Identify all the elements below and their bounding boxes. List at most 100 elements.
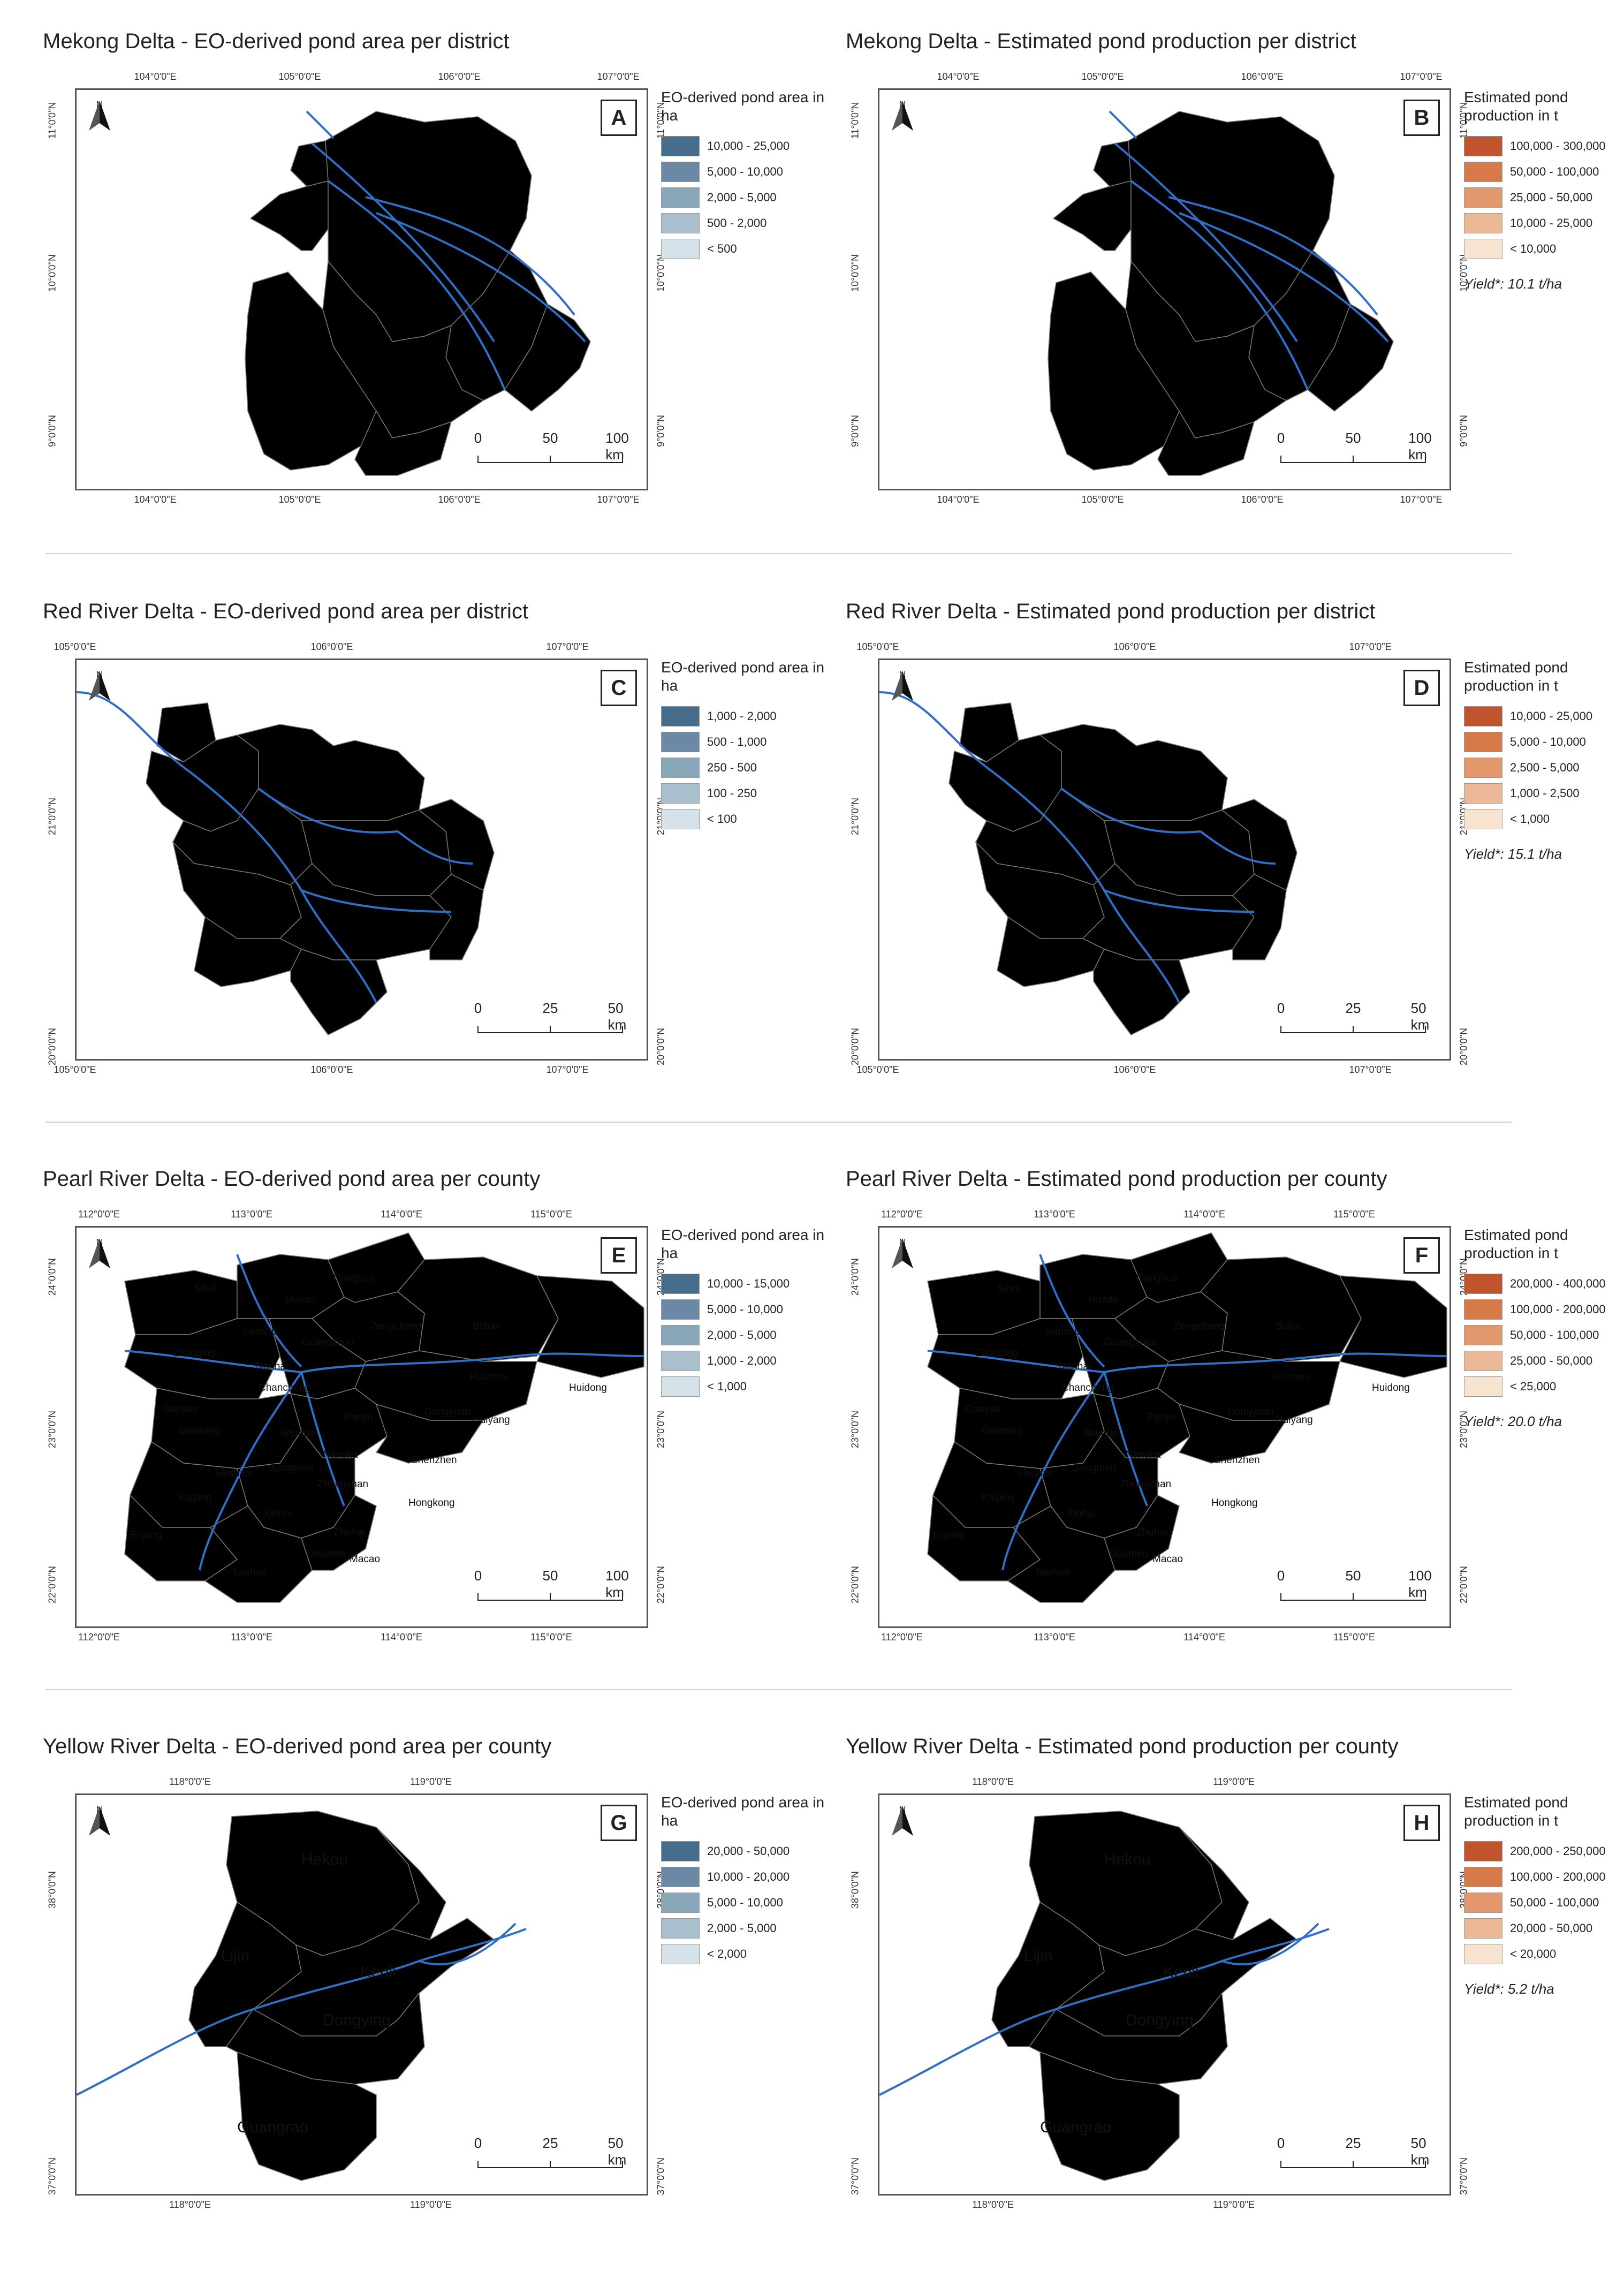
legend-swatch (1464, 783, 1502, 804)
legend-label: 10,000 - 25,000 (707, 139, 790, 153)
river-line (306, 110, 335, 139)
yield-note: Yield*: 20.0 t/ha (1464, 1413, 1562, 1429)
scale-tick (1280, 2161, 1281, 2168)
scale-tick (1425, 2161, 1426, 2168)
legend-entry: < 10,000 (1464, 236, 1624, 262)
legend-swatch (661, 1274, 700, 1294)
longitude-label: 107°0'0"E (546, 641, 589, 652)
map-legend: Estimated pond production in t 200,000 - … (1464, 1793, 1624, 1997)
longitude-label: 107°0'0"E (597, 494, 640, 505)
place-label: Gaoming (178, 1425, 219, 1436)
longitude-label: 105°0'0"E (278, 71, 321, 82)
panel-title: Red River Delta - Estimated pond product… (846, 600, 1376, 623)
panel-letter: H (1403, 1805, 1440, 1841)
longitude-label: 106°0'0"E (1113, 641, 1156, 652)
legend-entry: 10,000 - 15,000 (661, 1271, 838, 1297)
legend-swatch (661, 1918, 700, 1939)
legend-label: 10,000 - 15,000 (707, 1277, 790, 1290)
legend-label: 500 - 1,000 (707, 735, 767, 748)
latitude-label: 37°0'0"N (47, 2157, 58, 2196)
longitude-label: 115°0'0"E (1333, 1209, 1375, 1220)
legend-label: 1,000 - 2,000 (707, 1354, 777, 1367)
scale-tick (1353, 1026, 1354, 1033)
district-region (290, 140, 329, 187)
place-label: Sihui (997, 1283, 1020, 1295)
legend-label: 5,000 - 10,000 (707, 1896, 783, 1909)
place-label: Guangzhou (1104, 1337, 1157, 1348)
scale-label: 50 km (1410, 2135, 1430, 2168)
legend-entry: 2,500 - 5,000 (1464, 755, 1624, 781)
legend-entry: 5,000 - 10,000 (1464, 729, 1624, 755)
legend-swatch (661, 162, 700, 182)
scale-line (478, 2167, 623, 2168)
map-legend: EO-derived pond area in ha 10,000 - 25,00… (661, 88, 838, 262)
latitude-label: 21°0'0"N (849, 797, 861, 836)
longitude-label: 113°0'0"E (1034, 1632, 1075, 1642)
legend-label: < 1,000 (1510, 812, 1550, 826)
scale-line (1281, 1600, 1425, 1601)
district-region (1007, 1505, 1115, 1603)
river-line (1168, 196, 1378, 316)
map-frame: Conghua Sihui Huadu Zengcheng Boluo Sanshui Gu… (75, 1226, 648, 1628)
latitude-label: 22°0'0"N (655, 1565, 666, 1604)
map-panel-d: Red River Delta - Estimated pond product… (846, 600, 1624, 1151)
panel-title: Mekong Delta - EO-derived pond area per … (43, 29, 510, 53)
legend-swatch (661, 706, 700, 726)
scale-tick (1280, 1026, 1281, 1033)
legend-swatch (1464, 1274, 1502, 1294)
place-label: Dongying (323, 2011, 391, 2029)
river-line (327, 180, 506, 390)
legend-swatch (1464, 1299, 1502, 1320)
scale-bar: 0 25 50 km (1277, 1000, 1429, 1038)
place-label: Shenzhen (411, 1455, 457, 1466)
north-arrow-icon (89, 1806, 110, 1836)
river-line (1060, 788, 1201, 834)
place-label: Enping (130, 1530, 162, 1541)
district-region (237, 2051, 377, 2181)
panel-letter: D (1403, 670, 1440, 706)
longitude-label: 113°0'0"E (231, 1209, 272, 1220)
scale-tick (1425, 456, 1426, 463)
legend-swatch (661, 783, 700, 804)
place-label: Hongkong (1211, 1497, 1258, 1509)
place-label: Guangrao (237, 2118, 308, 2136)
place-label: Nansha (1126, 1449, 1161, 1460)
legend-title: EO-derived pond area in ha (661, 89, 825, 124)
panel-letter: A (601, 100, 637, 136)
scale-tick (622, 2161, 623, 2168)
legend-entry: 20,000 - 50,000 (1464, 1916, 1624, 1941)
scale-label: 25 (1345, 2135, 1361, 2151)
legend-label: 20,000 - 50,000 (707, 1844, 790, 1858)
legend-swatch (661, 1376, 700, 1397)
latitude-label: 9°0'0"N (47, 414, 58, 448)
legend-entry: 500 - 2,000 (661, 210, 838, 236)
place-label: Chancheng (1061, 1382, 1113, 1394)
place-label: Enping (933, 1530, 965, 1541)
river-line (1039, 1254, 1105, 1368)
legend-label: 25,000 - 50,000 (1510, 191, 1593, 204)
legend-swatch (661, 1841, 700, 1861)
legend-label: 200,000 - 250,000 (1510, 1844, 1606, 1858)
legend-entry: 20,000 - 50,000 (661, 1838, 838, 1864)
legend-swatch (1464, 162, 1502, 182)
legend-swatch (661, 136, 700, 156)
legend-swatch (1464, 239, 1502, 259)
longitude-label: 107°0'0"E (1349, 1064, 1392, 1075)
legend-label: 100 - 250 (707, 786, 757, 800)
river-line (1001, 1371, 1105, 1571)
longitude-label: 112°0'0"E (78, 1632, 120, 1642)
scale-label: 50 (542, 1568, 558, 1584)
legend-entry: < 1,000 (1464, 806, 1624, 832)
legend-swatch (661, 1325, 700, 1345)
map-legend: EO-derived pond area in ha 20,000 - 50,00… (661, 1793, 838, 1967)
legend-swatch (1464, 1325, 1502, 1345)
legend-entry: 10,000 - 20,000 (661, 1864, 838, 1890)
scale-line (1281, 1032, 1425, 1033)
legend-label: 20,000 - 50,000 (1510, 1921, 1593, 1935)
latitude-label: 22°0'0"N (849, 1565, 861, 1604)
legend-swatch (661, 809, 700, 829)
panel-letter: G (601, 1805, 637, 1841)
place-label: Gaoyao (965, 1404, 1001, 1415)
place-label: Panyu (344, 1412, 373, 1423)
choropleth-map: Conghua Sihui Huadu Zengcheng Boluo Sanshui Gu… (879, 1228, 1450, 1626)
